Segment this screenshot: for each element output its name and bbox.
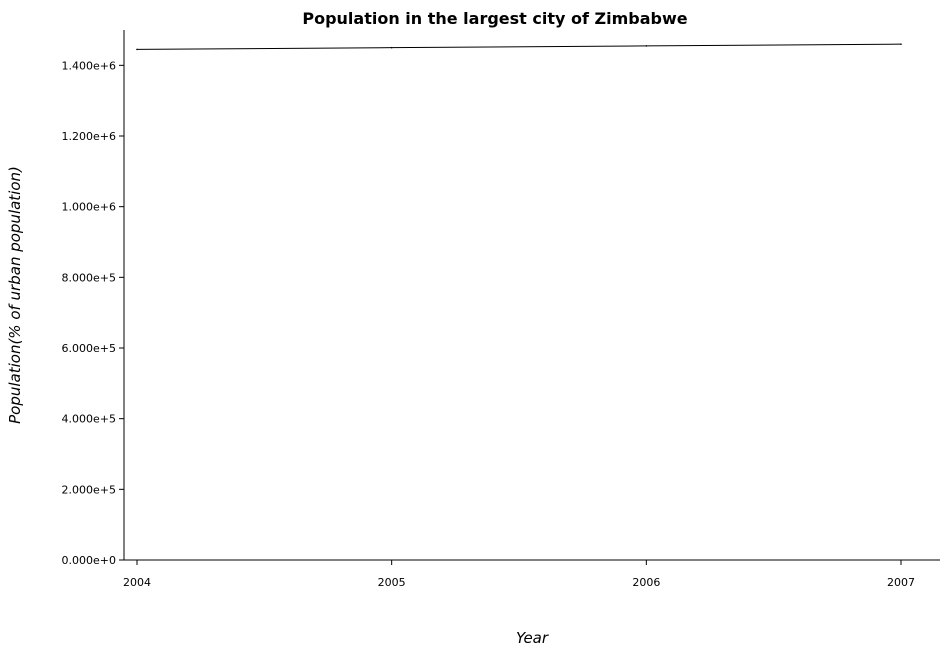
x-axis-ticks: 2004 2005 2006 2007 bbox=[123, 560, 915, 589]
series-line bbox=[136, 43, 902, 50]
y-tick-label: 0.000e+0 bbox=[62, 554, 116, 567]
y-tick-label: 1.200e+6 bbox=[62, 130, 116, 143]
series-layer bbox=[136, 43, 902, 51]
y-tick-label: 2.000e+5 bbox=[62, 483, 116, 496]
x-tick-label: 2004 bbox=[123, 576, 151, 589]
y-axis-ticks: 0.000e+0 2.000e+5 4.000e+5 6.000e+5 8.000e+5… bbox=[62, 59, 124, 567]
data-point bbox=[390, 46, 393, 49]
x-tick-label: 2005 bbox=[378, 576, 406, 589]
x-tick-label: 2006 bbox=[632, 576, 660, 589]
y-tick-label: 4.000e+5 bbox=[62, 413, 116, 426]
data-point bbox=[900, 43, 902, 45]
y-tick-label: 8.000e+5 bbox=[62, 271, 116, 284]
y-axis-label: Population(% of urban population) bbox=[6, 166, 24, 424]
x-tick-label: 2007 bbox=[887, 576, 915, 589]
y-tick-label: 6.000e+5 bbox=[62, 342, 116, 355]
y-tick-label: 1.400e+6 bbox=[62, 59, 116, 72]
y-tick-label: 1.000e+6 bbox=[62, 201, 116, 214]
x-axis-label: Year bbox=[516, 629, 549, 647]
chart-title: Population in the largest city of Zimbab… bbox=[302, 9, 687, 28]
data-point bbox=[645, 45, 648, 47]
data-point bbox=[136, 48, 138, 51]
